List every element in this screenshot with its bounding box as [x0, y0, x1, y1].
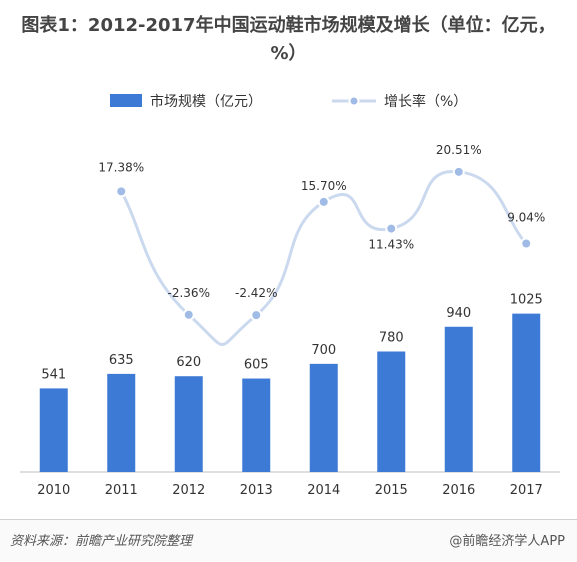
growth-label-2016: 20.51%	[436, 143, 482, 157]
bar-2016	[444, 326, 473, 472]
bar-2012	[174, 376, 203, 472]
growth-label-2014: 15.70%	[301, 179, 347, 193]
x-tick-label-2017: 2017	[510, 483, 543, 498]
growth-point-2013	[250, 309, 263, 322]
bar-2015	[377, 351, 406, 472]
bar-label-2015: 780	[379, 330, 404, 345]
watermark: @前瞻经济学人APP	[449, 534, 565, 549]
bar-label-2011: 635	[109, 353, 134, 368]
bar-2017	[512, 313, 541, 472]
growth-label-2013: -2.42%	[235, 286, 277, 300]
growth-point-2016	[452, 165, 465, 178]
bar-2014	[309, 363, 338, 472]
growth-point-2011	[115, 185, 128, 198]
growth-point-2015	[385, 222, 398, 235]
legend-bar-label: 市场规模（亿元）	[150, 94, 262, 110]
footer: 资料来源：前瞻产业研究院整理 @前瞻经济学人APP	[0, 519, 577, 562]
chart-title: 图表1：2012-2017年中国运动鞋市场规模及增长（单位：亿元，%）	[21, 15, 556, 64]
bar-label-2014: 700	[311, 343, 336, 358]
source-note: 资料来源：前瞻产业研究院整理	[10, 534, 193, 549]
bar-label-2012: 620	[176, 355, 201, 370]
bar-label-2010: 541	[41, 367, 66, 382]
x-tick-label-2014: 2014	[307, 483, 340, 498]
legend: 市场规模（亿元） 增长率（%）	[0, 90, 577, 110]
growth-point-2017	[520, 237, 533, 250]
growth-label-2015: 11.43%	[368, 238, 414, 252]
bar-label-2013: 605	[244, 358, 269, 373]
x-tick-label-2015: 2015	[375, 483, 408, 498]
growth-label-2012: -2.36%	[168, 286, 210, 300]
bar-label-2017: 1025	[510, 293, 543, 308]
chart-plot-area: 541 2010 635 2011 620 2012 605 2013 700 2014 780 20…	[20, 143, 560, 498]
growth-label-2011: 17.38%	[98, 160, 144, 174]
x-tick-label-2012: 2012	[172, 483, 205, 498]
legend-line-label: 增长率（%）	[384, 94, 468, 110]
x-tick-label-2013: 2013	[240, 483, 273, 498]
growth-point-2012	[182, 308, 195, 321]
bar-2013	[242, 378, 271, 472]
legend-bar-swatch	[110, 94, 142, 107]
bar-2011	[107, 373, 136, 472]
x-tick-label-2011: 2011	[105, 483, 138, 498]
growth-point-2014	[317, 195, 330, 208]
bar-2010	[39, 388, 68, 472]
legend-line-swatch	[332, 95, 376, 107]
bar-label-2016: 940	[446, 306, 471, 321]
x-tick-label-2016: 2016	[442, 483, 475, 498]
x-tick-label-2010: 2010	[37, 483, 70, 498]
growth-label-2017: 9.04%	[507, 211, 545, 225]
